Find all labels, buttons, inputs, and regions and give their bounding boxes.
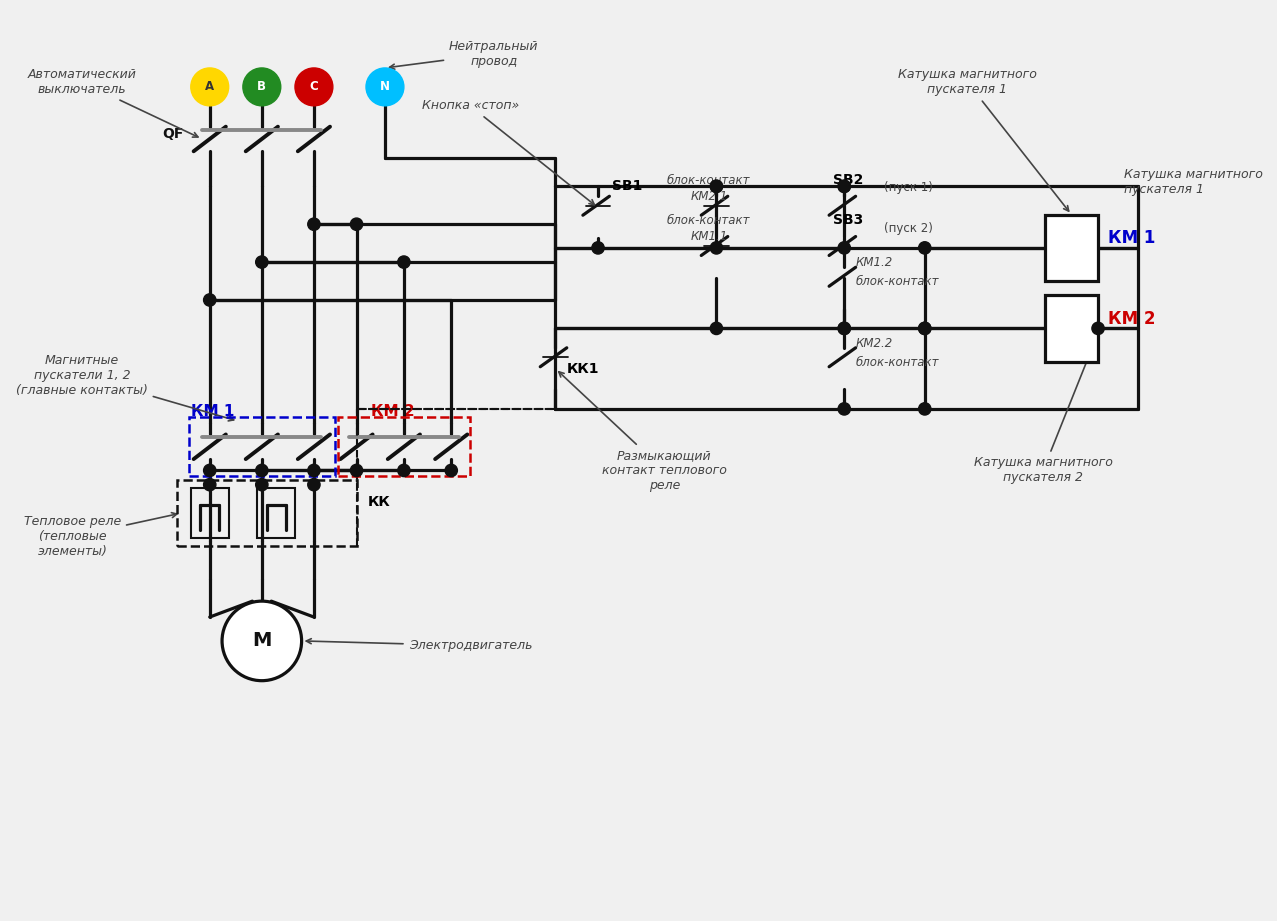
Text: (пуск 1): (пуск 1) (884, 181, 933, 194)
Text: Катушка магнитного
пускателя 1: Катушка магнитного пускателя 1 (1124, 168, 1263, 196)
Circle shape (446, 464, 457, 476)
Circle shape (203, 479, 216, 491)
Text: КМ2.1: КМ2.1 (690, 190, 728, 203)
Text: Электродвигатель: Электродвигатель (306, 638, 533, 652)
Bar (190, 488, 229, 538)
Text: КК: КК (368, 495, 391, 508)
Circle shape (190, 68, 229, 106)
Text: N: N (381, 80, 389, 93)
Circle shape (918, 241, 931, 254)
Circle shape (350, 218, 363, 230)
Text: B: B (258, 80, 267, 93)
Text: Размыкающий
контакт теплового
реле: Размыкающий контакт теплового реле (559, 372, 727, 492)
Text: QF: QF (162, 127, 183, 141)
Text: SB3: SB3 (833, 213, 863, 227)
Text: Автоматический
выключатель: Автоматический выключатель (27, 68, 198, 137)
Circle shape (203, 464, 216, 476)
Bar (257, 488, 295, 538)
Text: КМ 1: КМ 1 (190, 404, 234, 419)
Bar (1045, 296, 1098, 362)
Text: М: М (252, 632, 272, 650)
Text: блок-контакт: блок-контакт (667, 174, 751, 187)
Circle shape (397, 256, 410, 268)
Text: блок-контакт: блок-контакт (856, 356, 939, 368)
Text: КМ 2: КМ 2 (370, 404, 414, 419)
Text: Катушка магнитного
пускателя 2: Катушка магнитного пускателя 2 (973, 332, 1112, 484)
Circle shape (203, 294, 216, 306)
Text: (пуск 2): (пуск 2) (884, 222, 933, 235)
Bar (337, 417, 470, 476)
Text: Магнитные
пускатели 1, 2
(главные контакты): Магнитные пускатели 1, 2 (главные контак… (15, 355, 234, 421)
Text: КМ1.2: КМ1.2 (856, 256, 893, 269)
Text: Кнопка «стоп»: Кнопка «стоп» (421, 99, 594, 204)
Circle shape (710, 322, 723, 334)
Circle shape (838, 322, 850, 334)
Circle shape (918, 402, 931, 415)
Bar (189, 417, 335, 476)
Text: C: C (309, 80, 318, 93)
Circle shape (838, 241, 850, 254)
Circle shape (350, 464, 363, 476)
Circle shape (710, 241, 723, 254)
Circle shape (308, 218, 321, 230)
Bar (176, 480, 356, 546)
Circle shape (918, 322, 931, 334)
Circle shape (838, 181, 850, 192)
Text: SB2: SB2 (833, 173, 863, 187)
Circle shape (295, 68, 333, 106)
Text: блок-контакт: блок-контакт (856, 275, 939, 288)
Text: Нейтральный
провод: Нейтральный провод (389, 40, 539, 69)
Text: КМ 1: КМ 1 (1107, 229, 1154, 248)
Circle shape (222, 601, 301, 681)
Circle shape (243, 68, 281, 106)
Text: A: A (206, 80, 215, 93)
Circle shape (838, 181, 850, 192)
Circle shape (255, 256, 268, 268)
Circle shape (1092, 322, 1105, 334)
Circle shape (838, 322, 850, 334)
Circle shape (255, 479, 268, 491)
Circle shape (308, 479, 321, 491)
Text: КМ 2: КМ 2 (1107, 309, 1154, 328)
Circle shape (308, 464, 321, 476)
Circle shape (397, 464, 410, 476)
Circle shape (710, 181, 723, 192)
Bar (1045, 215, 1098, 281)
Text: КМ1.1: КМ1.1 (690, 230, 728, 243)
Circle shape (838, 402, 850, 415)
Circle shape (255, 464, 268, 476)
Text: КК1: КК1 (567, 362, 599, 376)
Text: КМ2.2: КМ2.2 (856, 337, 893, 350)
Circle shape (918, 322, 931, 334)
Text: Катушка магнитного
пускателя 1: Катушка магнитного пускателя 1 (898, 68, 1069, 211)
Circle shape (591, 241, 604, 254)
Text: Тепловое реле
(тепловые
элементы): Тепловое реле (тепловые элементы) (24, 513, 176, 558)
Text: блок-контакт: блок-контакт (667, 214, 751, 227)
Circle shape (366, 68, 404, 106)
Circle shape (710, 181, 723, 192)
Text: SB1: SB1 (612, 180, 642, 193)
